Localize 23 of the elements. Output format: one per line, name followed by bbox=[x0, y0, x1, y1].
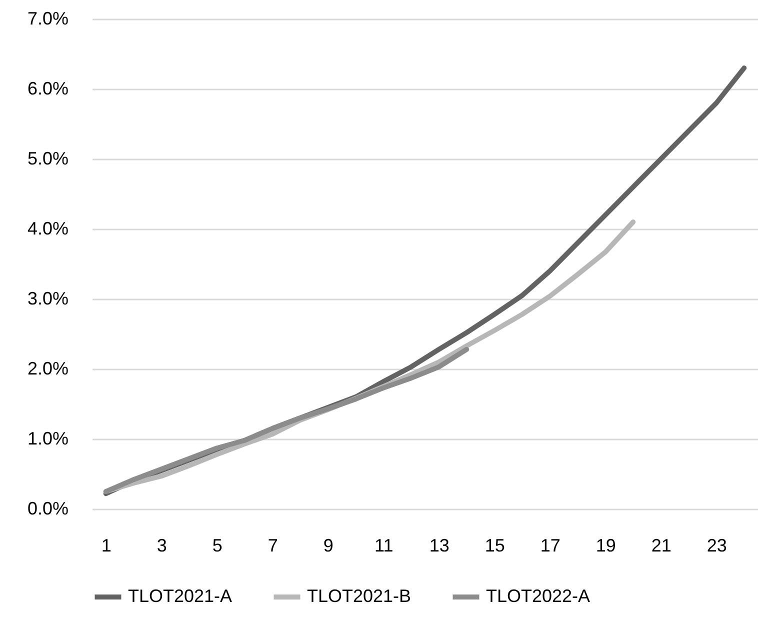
x-tick-label: 11 bbox=[374, 536, 394, 556]
x-tick-label: 17 bbox=[540, 536, 560, 556]
legend-label: TLOT2022-A bbox=[486, 586, 590, 606]
legend-label: TLOT2021-B bbox=[307, 586, 412, 606]
x-tick-label: 3 bbox=[156, 536, 167, 556]
x-tick-label: 7 bbox=[268, 536, 278, 556]
x-tick-label: 15 bbox=[484, 536, 505, 556]
x-tick-label: 19 bbox=[596, 536, 616, 556]
y-tick-label: 1.0% bbox=[27, 428, 68, 448]
y-tick-label: 7.0% bbox=[27, 8, 68, 28]
x-tick-label: 1 bbox=[101, 536, 112, 556]
y-tick-label: 5.0% bbox=[27, 148, 68, 168]
x-tick-label: 23 bbox=[706, 536, 727, 556]
x-tick-label: 5 bbox=[212, 536, 222, 556]
x-tick-label: 13 bbox=[429, 536, 450, 556]
y-tick-label: 6.0% bbox=[27, 78, 68, 98]
y-tick-label: 0.0% bbox=[27, 498, 68, 518]
y-tick-label: 2.0% bbox=[27, 358, 68, 378]
y-tick-label: 3.0% bbox=[27, 288, 68, 308]
x-tick-label: 21 bbox=[651, 536, 672, 556]
y-tick-label: 4.0% bbox=[27, 218, 68, 238]
legend-label: TLOT2021-A bbox=[128, 586, 232, 606]
x-tick-label: 9 bbox=[323, 536, 334, 556]
